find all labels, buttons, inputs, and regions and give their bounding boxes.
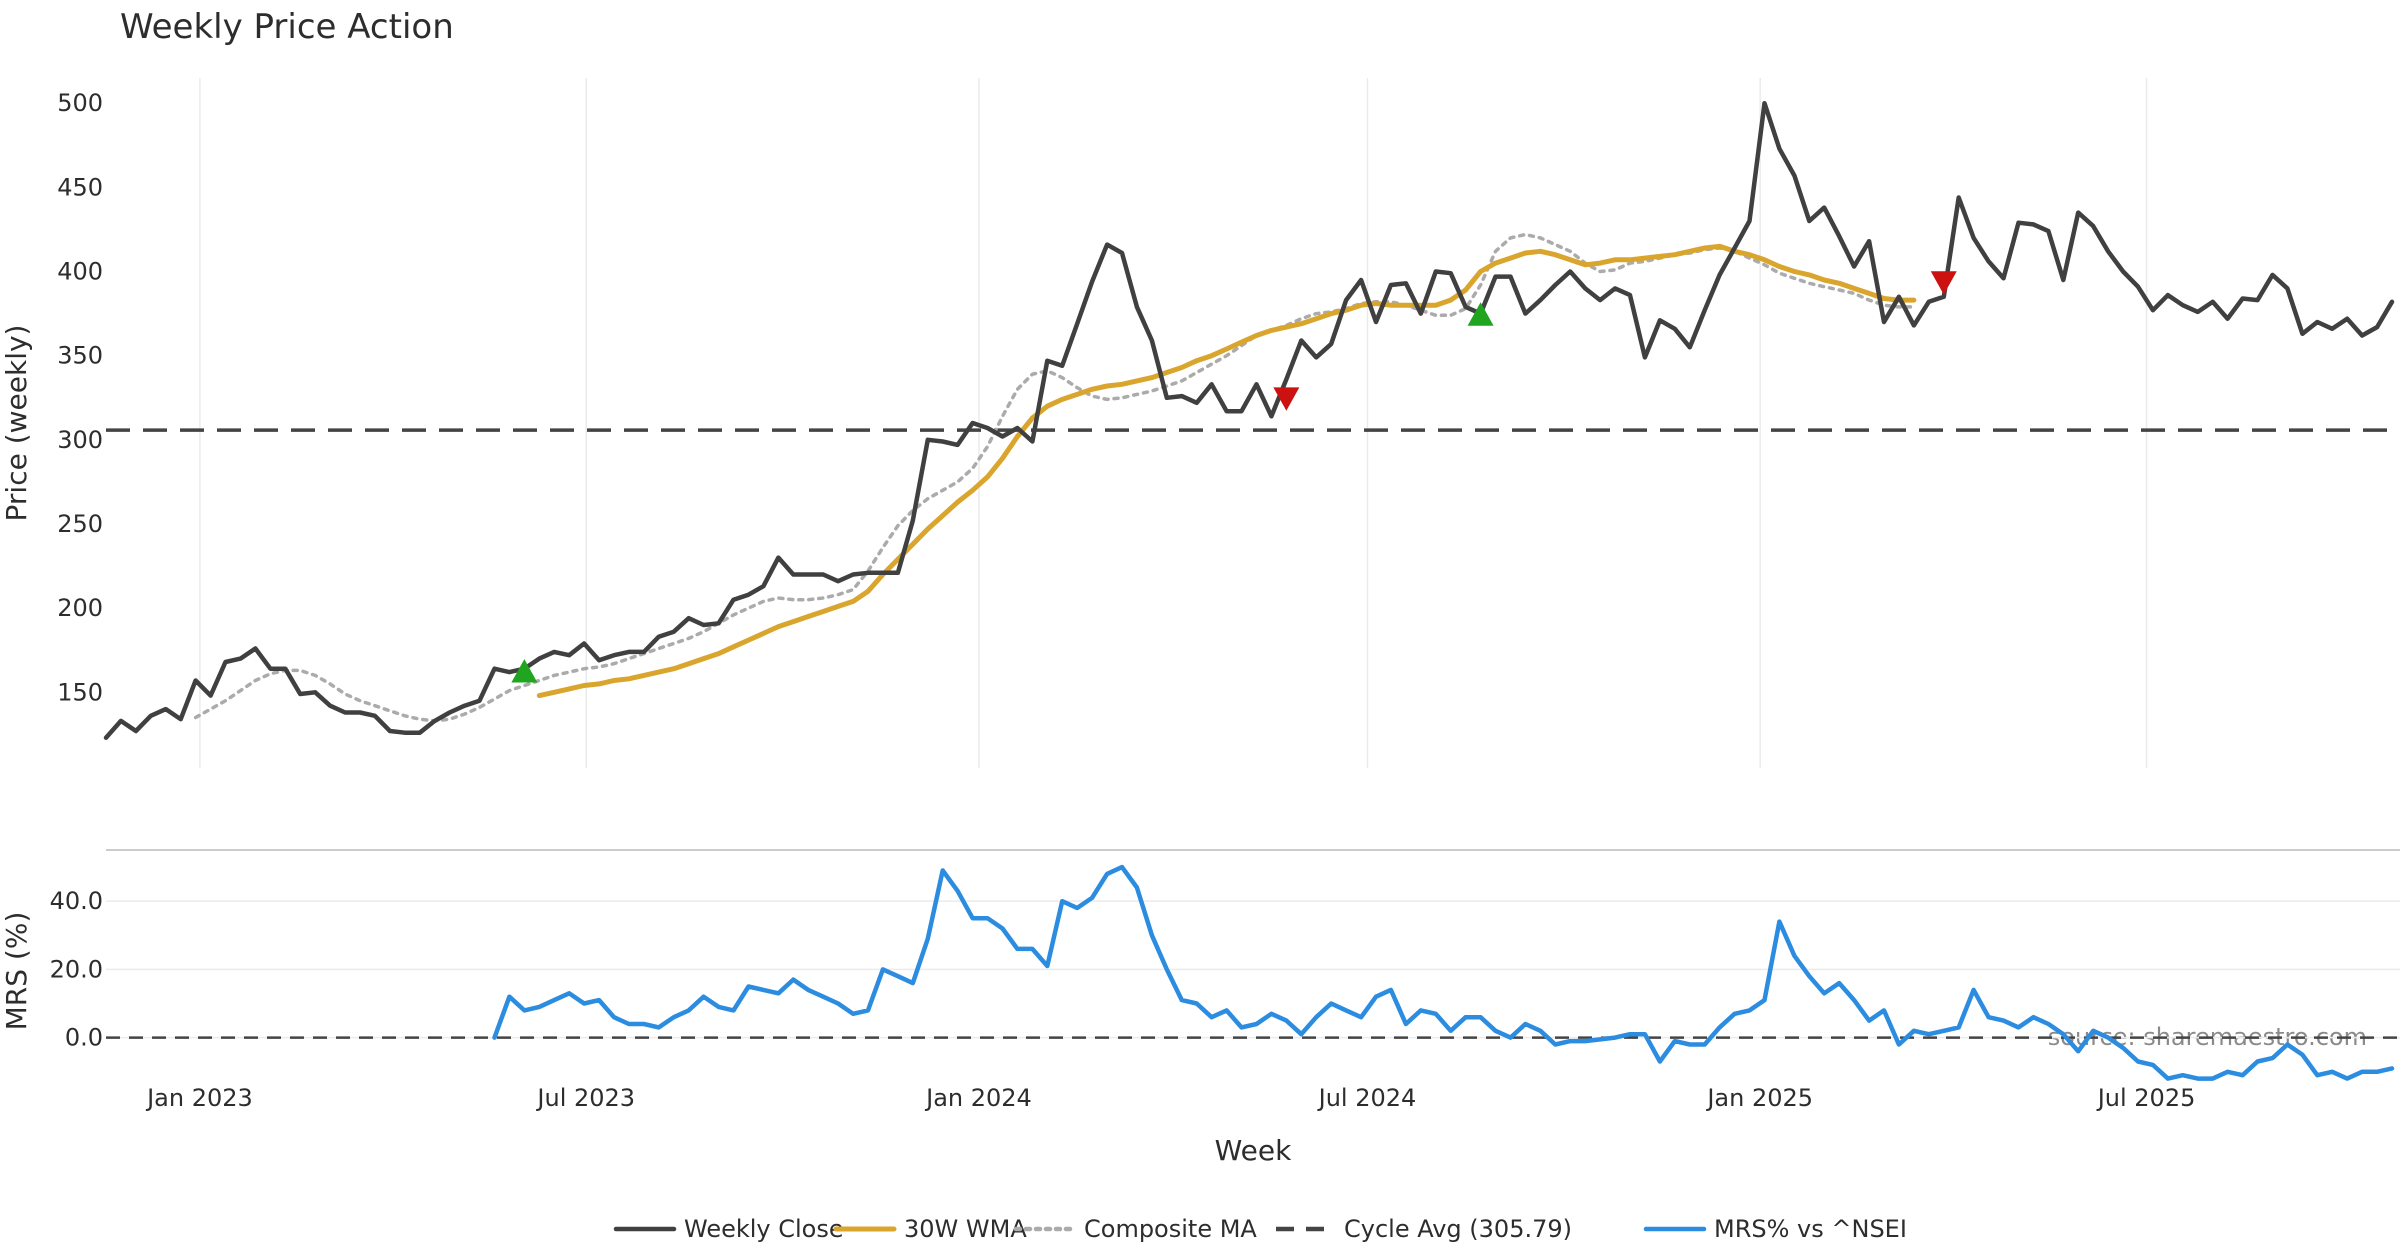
- price-y-tick-label: 450: [57, 173, 103, 201]
- chart-title: Weekly Price Action: [120, 7, 454, 47]
- series-composite-ma: [193, 232, 1916, 723]
- price-y-tick-label: 150: [57, 678, 103, 706]
- legend-item: Composite MA: [1013, 1215, 1257, 1243]
- legend-item: Cycle Avg (305.79): [1276, 1215, 1572, 1243]
- buy-signal-marker: [511, 659, 538, 683]
- mrs-gridlines: [106, 849, 2400, 1039]
- x-tick-label: Jan 2025: [1705, 1084, 1813, 1112]
- x-ticks: Jan 2023 Jul 2023 Jan 2024 Jul 2024 Jan 2025…: [145, 1084, 2195, 1112]
- price-y-ticks: 150 200 250 300 350 400 450 500: [57, 89, 103, 706]
- x-tick-label: Jan 2024: [924, 1084, 1032, 1112]
- mrs-y-tick-label: 0.0: [65, 1024, 103, 1052]
- legend-label: Composite MA: [1084, 1215, 1257, 1243]
- series-mrs-vs-nsei: [492, 864, 2395, 1081]
- series-weekly-close: [103, 100, 2395, 740]
- price-gridlines: [199, 78, 2148, 768]
- price-y-tick-label: 200: [57, 594, 103, 622]
- legend-item: 30W WMA: [833, 1215, 1027, 1243]
- price-y-tick-label: 300: [57, 426, 103, 454]
- price-series-group: [103, 100, 2400, 740]
- x-tick-label: Jul 2023: [535, 1084, 635, 1112]
- price-y-tick-label: 400: [57, 258, 103, 286]
- x-axis-label: Week: [1215, 1134, 1292, 1167]
- buy-signal-marker: [1467, 302, 1494, 326]
- x-tick-label: Jul 2025: [2096, 1084, 2196, 1112]
- x-tick-label: Jul 2024: [1317, 1084, 1417, 1112]
- mrs-y-axis-label: MRS (%): [0, 912, 33, 1031]
- x-tick-label: Jan 2023: [145, 1084, 253, 1112]
- mrs-series-group: [106, 864, 2400, 1081]
- legend-label: Weekly Close: [684, 1215, 844, 1243]
- legend-label: 30W WMA: [904, 1215, 1027, 1243]
- legend-item: Weekly Close: [613, 1215, 844, 1243]
- legend-item: MRS% vs ^NSEI: [1643, 1215, 1907, 1243]
- series-30w-wma: [536, 243, 1917, 699]
- mrs-y-tick-label: 20.0: [50, 955, 103, 983]
- legend-label: MRS% vs ^NSEI: [1714, 1215, 1907, 1243]
- signal-markers: [511, 271, 1957, 683]
- price-y-tick-label: 350: [57, 342, 103, 370]
- price-y-tick-label: 500: [57, 89, 103, 117]
- legend: Weekly Close 30W WMA Composite MA Cycle Avg…: [613, 1215, 1907, 1243]
- sell-signal-marker: [1273, 387, 1300, 411]
- mrs-y-tick-label: 40.0: [50, 887, 103, 915]
- price-y-tick-label: 250: [57, 510, 103, 538]
- mrs-y-ticks: 0.0 20.0 40.0: [50, 887, 103, 1051]
- price-y-axis-label: Price (weekly): [0, 325, 33, 522]
- sell-signal-marker: [1930, 271, 1957, 295]
- legend-label: Cycle Avg (305.79): [1344, 1215, 1572, 1243]
